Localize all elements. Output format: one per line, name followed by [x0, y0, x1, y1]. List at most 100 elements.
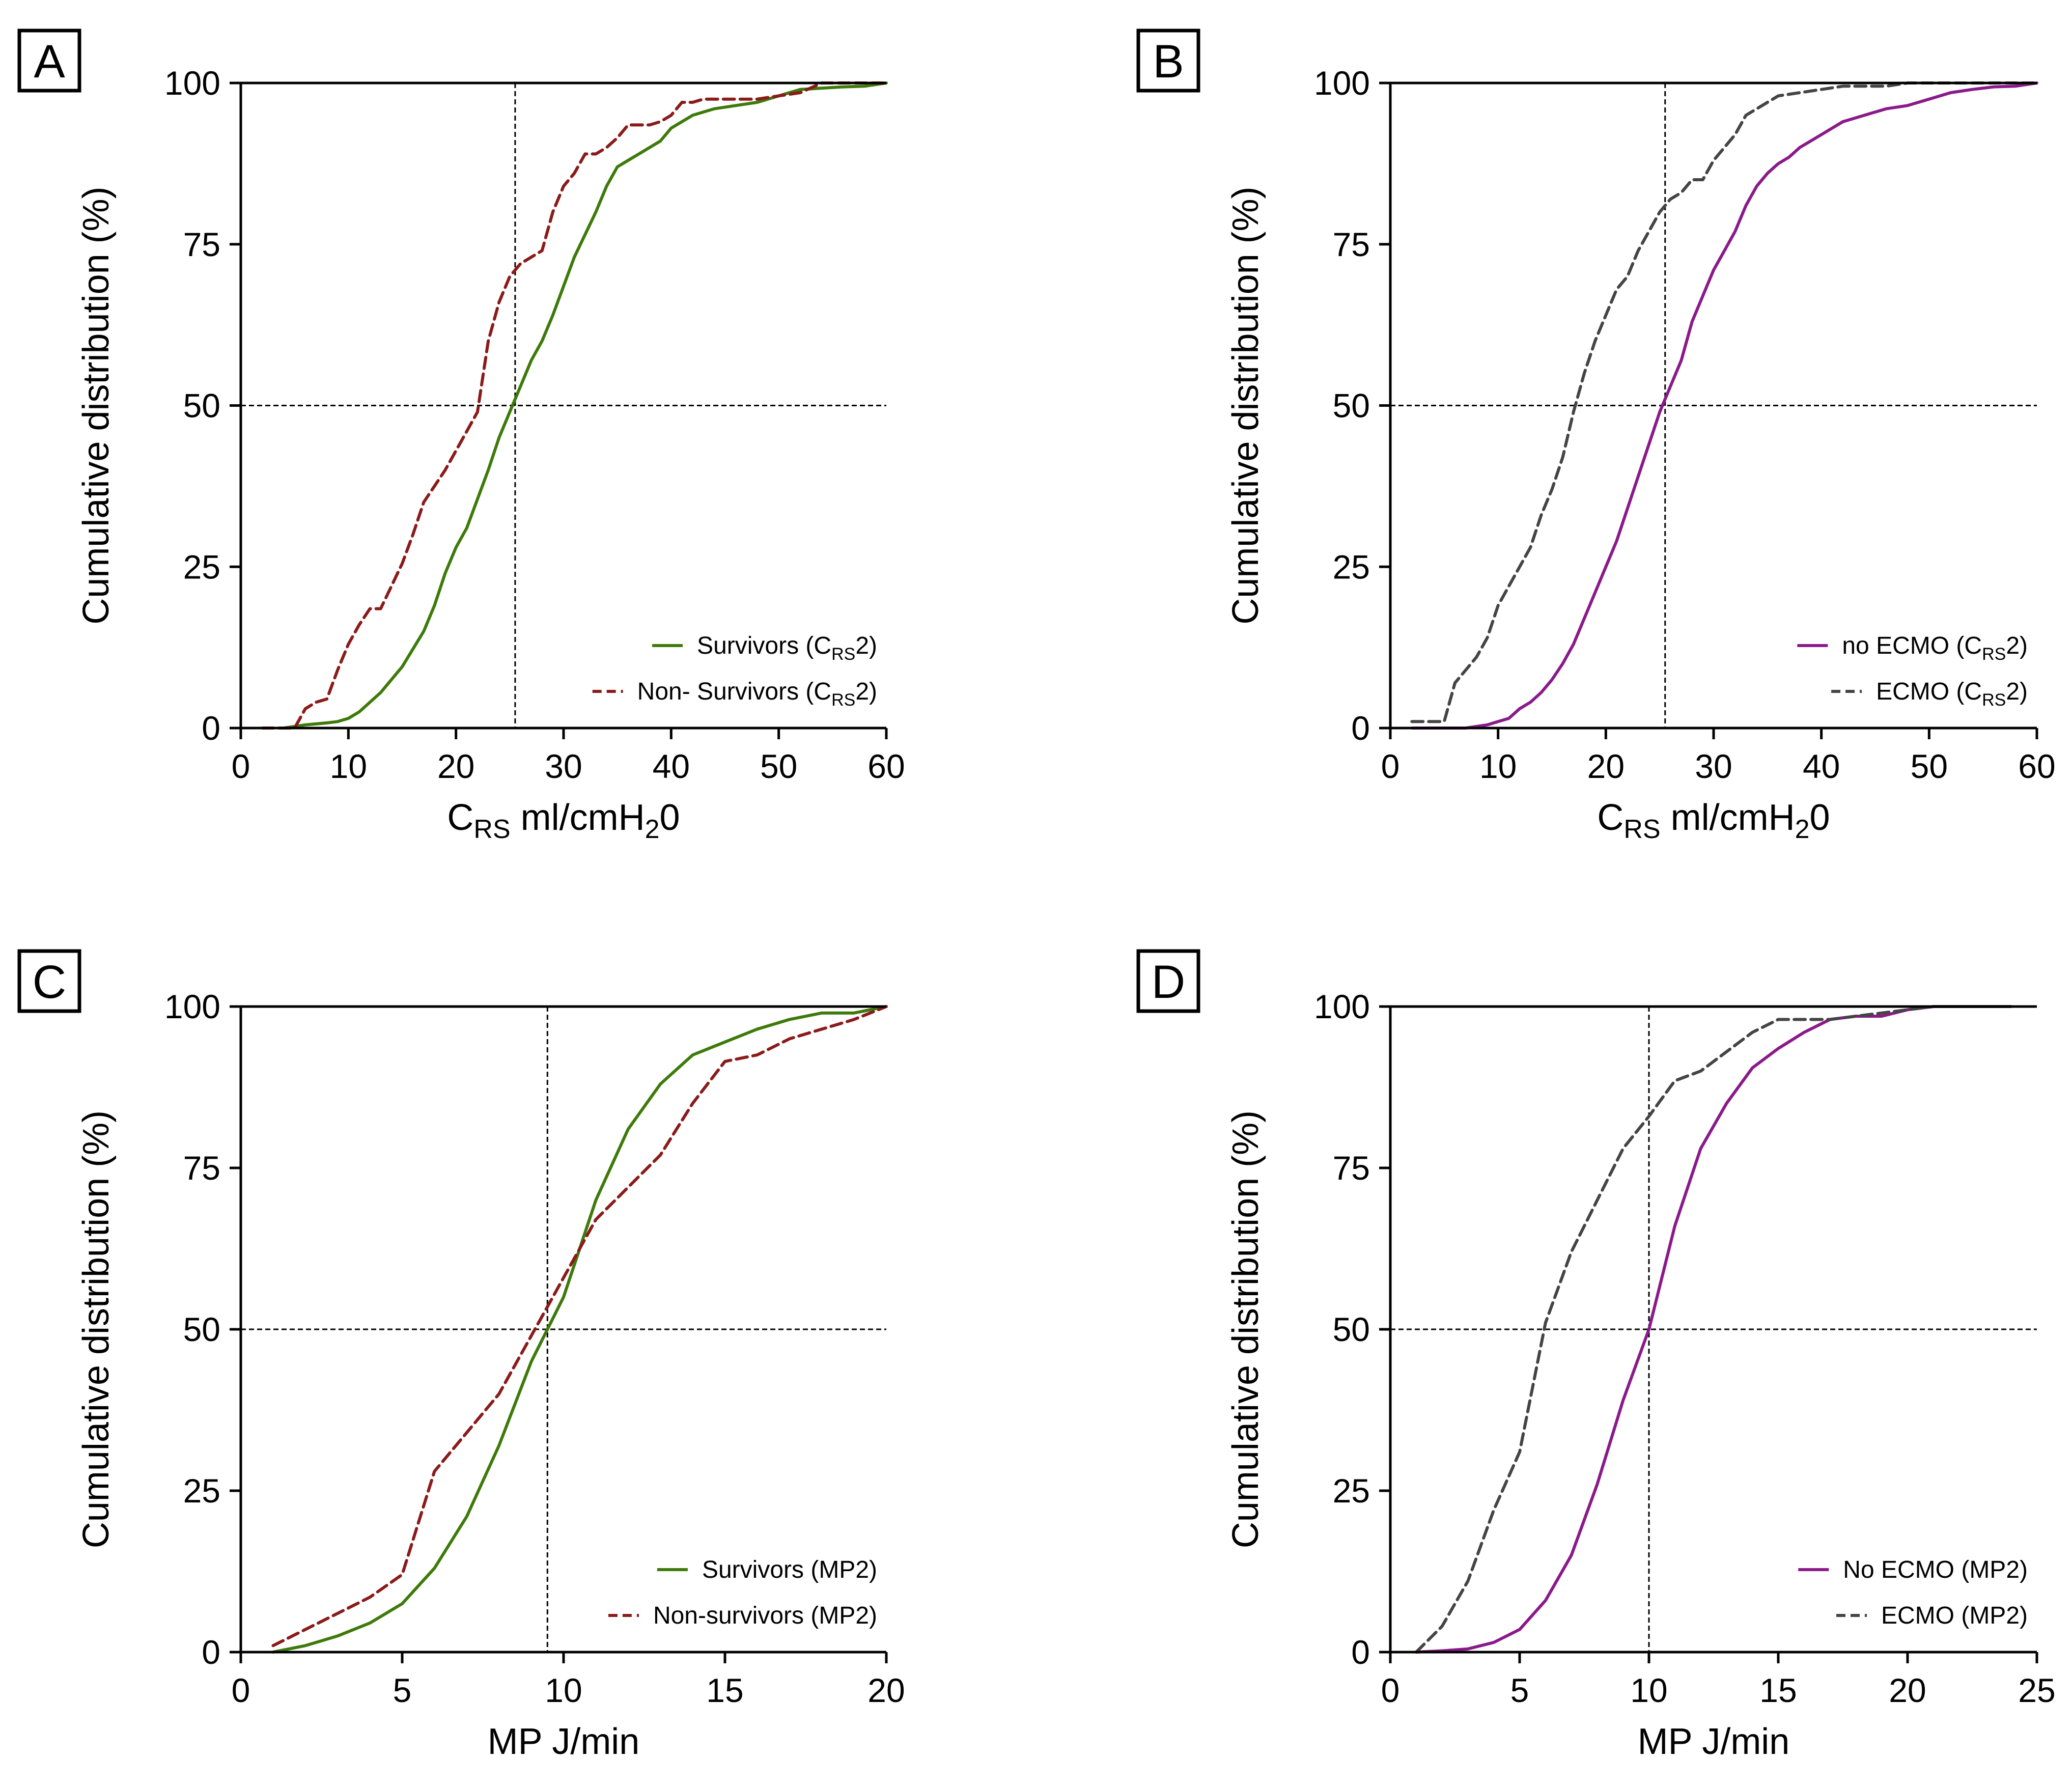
x-axis-title-main: MP J/min — [1638, 1721, 1790, 1762]
legend-label-end: 2) — [855, 632, 877, 659]
x-tick-label: 10 — [1479, 747, 1517, 785]
x-tick-label: 15 — [1759, 1671, 1797, 1709]
panel-label-box — [1136, 29, 1200, 93]
panel-label-box — [17, 949, 81, 1013]
y-tick-label: 25 — [183, 1472, 220, 1510]
y-tick-label: 0 — [202, 709, 220, 747]
panel-label: D — [1152, 956, 1185, 1008]
x-tick-label: 0 — [232, 747, 250, 785]
x-tick-label: 20 — [1587, 747, 1625, 785]
x-tick-label: 5 — [393, 1671, 412, 1709]
x-axis-title: CRS ml/cmH20 — [447, 797, 680, 844]
legend-label-end: 2) — [2006, 678, 2028, 705]
legend-label: Survivors (MP2) — [702, 1556, 877, 1583]
x-axis-title: CRS ml/cmH20 — [1597, 797, 1830, 844]
y-axis-title: Cumulative distribution (%) — [1225, 1110, 1266, 1548]
legend-label-main: ECMO (C — [1876, 678, 1982, 705]
x-axis-title-rest: ml/cmH — [511, 797, 645, 838]
x-tick-label: 0 — [1381, 747, 1400, 785]
y-tick-label: 25 — [1333, 1472, 1370, 1510]
y-axis-title: Cumulative distribution (%) — [76, 1110, 117, 1548]
legend-label: Non-survivors (MP2) — [653, 1602, 877, 1629]
x-tick-label: 10 — [545, 1671, 582, 1709]
x-axis-title-rest: ml/cmH — [1661, 797, 1795, 838]
x-axis-title-main: C — [1597, 797, 1623, 838]
y-tick-label: 100 — [1314, 64, 1370, 102]
y-tick-label: 25 — [183, 548, 220, 585]
y-tick-label: 0 — [1351, 1633, 1370, 1671]
x-axis-title-sub2: 2 — [645, 815, 660, 844]
panel-label: B — [1153, 36, 1184, 88]
x-tick-label: 30 — [545, 747, 582, 785]
series-line-survivors — [282, 81, 888, 730]
chart-panel-d: D 0 5 10 15 20 25 0 25 50 75 100 Cumulative distribu… — [1136, 949, 2056, 1762]
legend: No ECMO (MP2) ECMO (MP2) — [1798, 1556, 2028, 1629]
legend-label-main: Non-survivors (MP2) — [653, 1602, 877, 1629]
legend-label: ECMO (MP2) — [1881, 1602, 2028, 1629]
series-line-ecmo — [1414, 1005, 2013, 1654]
legend-label-main: Survivors (C — [697, 632, 831, 659]
x-axis-title-main: MP J/min — [488, 1721, 640, 1762]
legend-label: Non- Survivors (CRS2) — [637, 678, 877, 710]
legend-label-sub: RS — [1982, 645, 2006, 664]
x-tick-label: 25 — [2018, 1671, 2055, 1709]
x-tick-label: 40 — [653, 747, 690, 785]
legend: no ECMO (CRS2)ECMO (CRS2) — [1797, 632, 2028, 710]
legend-label-main: Survivors (MP2) — [702, 1556, 877, 1583]
legend-label-main: Non- Survivors (C — [637, 678, 831, 705]
y-tick-label: 50 — [183, 1310, 220, 1348]
x-tick-label: 60 — [2018, 747, 2055, 785]
panel-label-box — [17, 29, 81, 93]
legend: Survivors (CRS2)Non- Survivors (CRS2) — [592, 632, 877, 710]
x-axis-title-end: 0 — [1810, 797, 1830, 838]
y-tick-label: 100 — [164, 988, 220, 1025]
x-axis-title: MP J/min — [488, 1721, 640, 1762]
y-tick-label: 0 — [202, 1633, 220, 1671]
panel-label: C — [33, 956, 66, 1008]
x-tick-label: 20 — [1889, 1671, 1926, 1709]
x-axis-title-sub: RS — [473, 815, 510, 844]
x-axis-title-end: 0 — [660, 797, 680, 838]
legend-label: ECMO (CRS2) — [1876, 678, 2028, 710]
x-axis-title-sub2: 2 — [1795, 815, 1810, 844]
y-tick-label: 50 — [183, 387, 220, 425]
panel-label-box — [1136, 949, 1200, 1013]
legend-label-sub: RS — [831, 645, 855, 664]
x-tick-label: 40 — [1803, 747, 1840, 785]
panel-label: A — [34, 36, 65, 88]
x-tick-label: 60 — [867, 747, 905, 785]
x-tick-label: 50 — [760, 747, 797, 785]
legend-label-end: 2) — [855, 678, 877, 705]
y-tick-label: 100 — [164, 64, 220, 102]
legend: Survivors (MP2) Non-survivors (MP2) — [608, 1556, 877, 1629]
series-line-no-ecmo — [1410, 81, 2038, 730]
y-tick-label: 50 — [1333, 1310, 1370, 1348]
series-line-non-survivors — [261, 81, 888, 730]
y-tick-label: 75 — [183, 1149, 220, 1187]
y-tick-label: 100 — [1314, 988, 1370, 1025]
legend-label: No ECMO (MP2) — [1843, 1556, 2028, 1583]
y-tick-label: 75 — [1333, 1149, 1370, 1187]
y-tick-label: 0 — [1351, 709, 1370, 747]
legend-label-sub: RS — [831, 690, 855, 710]
x-axis-title-sub: RS — [1623, 815, 1660, 844]
x-tick-label: 20 — [867, 1671, 905, 1709]
y-axis-title: Cumulative distribution (%) — [1225, 186, 1266, 624]
x-tick-label: 10 — [330, 747, 367, 785]
y-tick-label: 75 — [183, 226, 220, 263]
legend-label-sub: RS — [1982, 690, 2006, 710]
legend-label-main: no ECMO (C — [1842, 632, 1982, 659]
x-axis-title-main: C — [447, 797, 473, 838]
legend-label: Survivors (CRS2) — [697, 632, 877, 664]
legend-label-main: ECMO (MP2) — [1881, 1602, 2028, 1629]
legend-label: no ECMO (CRS2) — [1842, 632, 2028, 664]
chart-panel-c: C 0 5 10 15 20 0 25 50 75 100 Cumulative distributi… — [17, 949, 905, 1762]
x-tick-label: 20 — [437, 747, 474, 785]
x-tick-label: 15 — [706, 1671, 743, 1709]
series-line-ecmo — [1410, 81, 2038, 723]
y-tick-label: 25 — [1333, 548, 1370, 585]
x-tick-label: 0 — [1381, 1671, 1400, 1709]
x-tick-label: 10 — [1630, 1671, 1667, 1709]
